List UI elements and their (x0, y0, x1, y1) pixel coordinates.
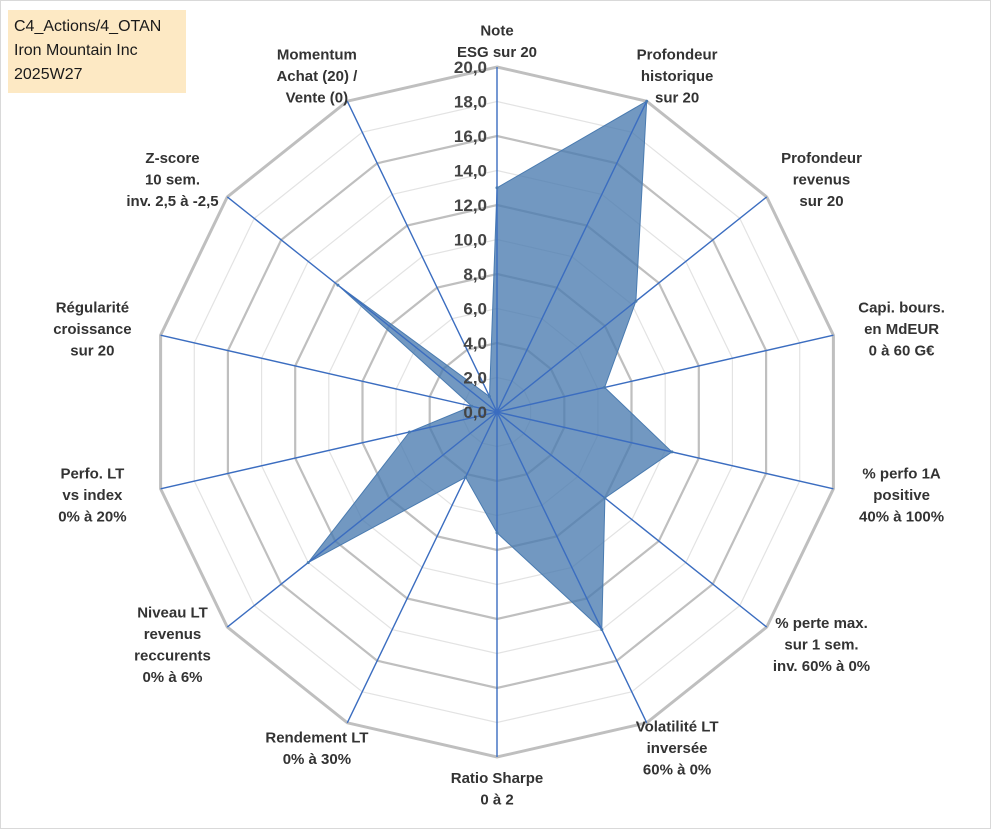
axis-label: Momentum (277, 46, 357, 63)
data-point (488, 395, 491, 398)
axis-label: reccurents (134, 647, 211, 664)
info-line-portfolio: C4_Actions/4_OTAN (14, 18, 162, 35)
axis-spoke (496, 411, 648, 724)
tick-label: 4,0 (463, 334, 487, 353)
axis-label: Vente (0) (286, 89, 349, 106)
axis-label: sur 20 (799, 193, 843, 210)
tick-label: 16,0 (454, 127, 487, 146)
axis-spoke (496, 334, 834, 413)
axis-label: 0 à 2 (480, 792, 513, 809)
tick-label: 14,0 (454, 162, 487, 181)
data-point (645, 99, 649, 103)
data-point (495, 531, 499, 535)
tick-label: 10,0 (454, 231, 487, 250)
data-point (495, 186, 499, 190)
axis-label: Ratio Sharpe (451, 770, 544, 787)
data-point (336, 283, 340, 287)
axis-label: inv. 60% à 0% (773, 658, 870, 675)
axis-label: inv. 2,5 à -2,5 (126, 193, 218, 210)
tick-label: 6,0 (463, 300, 487, 319)
info-line-company: Iron Mountain Inc (14, 42, 138, 59)
info-line-week: 2025W27 (14, 66, 83, 83)
axis-label: ESG sur 20 (457, 44, 537, 61)
tick-label: 18,0 (454, 93, 487, 112)
axis-spoke (226, 196, 498, 413)
axis-label: Note (480, 23, 513, 40)
axis-label: 0% à 30% (283, 751, 351, 768)
axis-label: % perte max. (775, 615, 868, 632)
axis-label: Profondeur (781, 150, 862, 167)
axis-label: Niveau LT (137, 604, 208, 621)
data-series-area (307, 100, 673, 631)
axis-label: Profondeur (637, 46, 718, 63)
axis-label: revenus (793, 171, 851, 188)
tick-label: 20,0 (454, 58, 487, 77)
axis-label: revenus (144, 626, 202, 643)
axis-label: historique (641, 68, 714, 85)
axis-label: positive (873, 487, 930, 504)
data-point (603, 496, 607, 500)
data-point (464, 475, 468, 479)
axis-spoke (496, 100, 648, 413)
axis-label: Perfo. LT (60, 466, 124, 483)
axis-label: Achat (20) / (276, 68, 358, 85)
axis-label: inversée (647, 740, 708, 757)
axis-label: Régularité (56, 300, 129, 317)
axis-label: croissance (53, 321, 131, 338)
axis-label: Volatilité LT (636, 719, 719, 736)
axis-label: % perfo 1A (862, 466, 941, 483)
axis-spoke (496, 196, 768, 413)
data-point (670, 450, 674, 454)
axis-label: vs index (62, 487, 123, 504)
tick-label: 12,0 (454, 196, 487, 215)
axis-label: Capi. bours. (858, 300, 945, 317)
axis-spoke (346, 100, 498, 413)
data-point (470, 404, 474, 408)
tick-label: 2,0 (463, 369, 487, 388)
tick-label: 8,0 (463, 265, 487, 284)
axis-label: 10 sem. (145, 171, 200, 188)
axis-label: sur 20 (70, 343, 114, 360)
axis-spoke (160, 334, 498, 413)
axis-label: sur 1 sem. (784, 637, 858, 654)
axis-spoke (496, 411, 768, 628)
data-point (600, 628, 604, 632)
axis-label: Rendement LT (265, 729, 368, 746)
axis-spoke (226, 411, 498, 628)
axis-label: Z-score (145, 150, 199, 167)
axis-spoke (496, 411, 834, 490)
axis-label: en MdEUR (864, 321, 939, 338)
axis-label: 40% à 100% (859, 509, 944, 526)
axis-spoke (160, 411, 498, 490)
info-box: C4_Actions/4_OTAN Iron Mountain Inc 2025… (8, 10, 186, 93)
axis-spoke (346, 411, 498, 724)
axis-label: 60% à 0% (643, 762, 711, 779)
axis-label: sur 20 (655, 89, 699, 106)
axis-label: 0% à 6% (142, 669, 202, 686)
data-point (634, 299, 638, 303)
axis-label: 0% à 20% (58, 509, 126, 526)
data-point (306, 561, 310, 565)
axis-label: 0 à 60 G€ (869, 343, 936, 360)
data-point (408, 430, 411, 434)
data-point (603, 385, 607, 389)
tick-label: 0,0 (463, 403, 487, 422)
